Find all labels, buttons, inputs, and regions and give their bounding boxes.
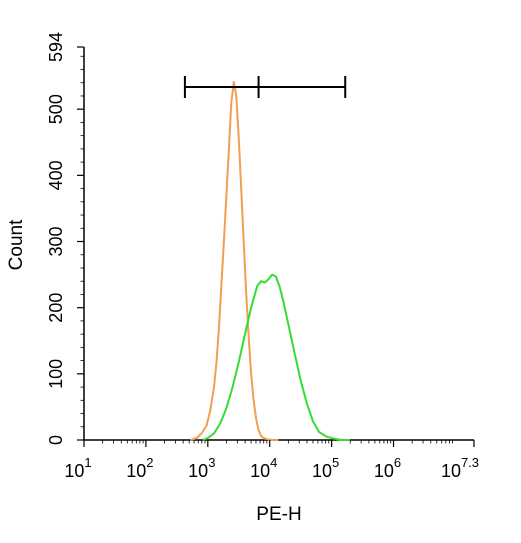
plot-frame bbox=[83, 47, 474, 441]
y-tick-label: 100 bbox=[46, 359, 66, 389]
gate-marker bbox=[183, 76, 347, 98]
x-tick-label: 104 bbox=[250, 455, 277, 481]
x-axis: 101 102 103 104 105 106 107.3 bbox=[64, 440, 479, 481]
x-tick-label: 101 bbox=[64, 455, 91, 481]
x-tick-label: 107.3 bbox=[441, 455, 479, 481]
y-tick-label: 594 bbox=[46, 32, 66, 62]
y-tick-label: 400 bbox=[46, 160, 66, 190]
y-axis-label: Count bbox=[6, 219, 27, 270]
y-axis: 0 100 200 300 400 500 594 bbox=[46, 32, 84, 445]
y-tick-label: 500 bbox=[46, 94, 66, 124]
x-tick-label: 103 bbox=[188, 455, 215, 481]
x-tick-label: 105 bbox=[312, 455, 339, 481]
y-tick-label: 200 bbox=[46, 293, 66, 323]
x-tick-label: 102 bbox=[126, 455, 153, 481]
histogram-series-2 bbox=[202, 273, 351, 441]
x-axis-label: PE-H bbox=[256, 504, 301, 525]
x-tick-label: 106 bbox=[374, 455, 401, 481]
histogram-curves bbox=[190, 81, 351, 441]
histogram-series-1 bbox=[190, 81, 279, 441]
y-tick-label: 0 bbox=[46, 435, 66, 445]
y-tick-label: 300 bbox=[46, 226, 66, 256]
